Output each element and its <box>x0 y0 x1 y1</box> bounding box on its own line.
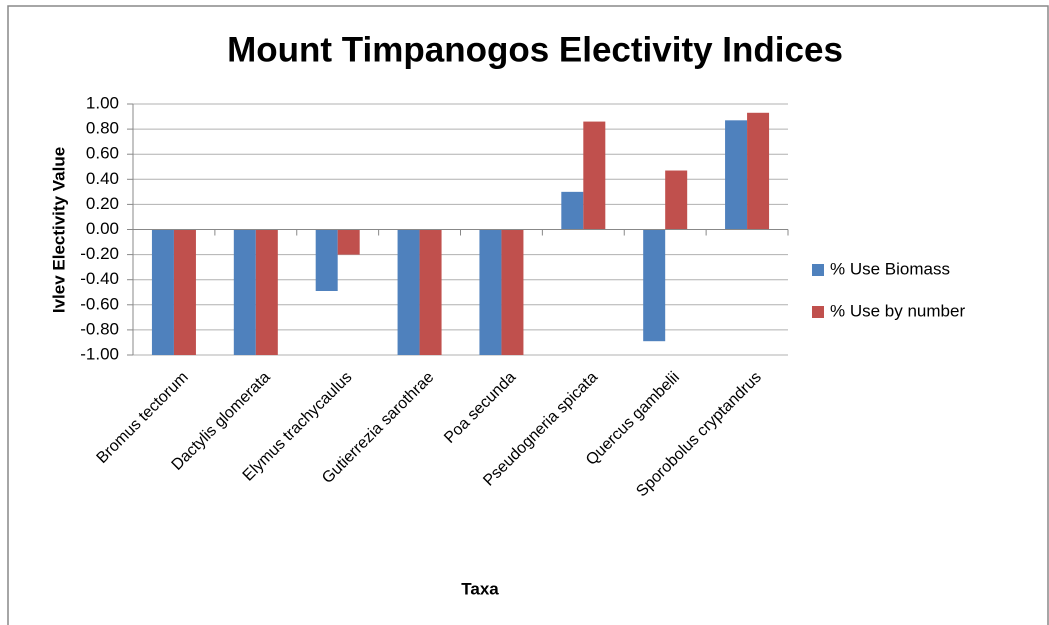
y-tick-label: 0.40 <box>86 169 119 188</box>
bar <box>665 170 688 230</box>
bar <box>151 229 174 355</box>
y-tick-label: 1.00 <box>86 93 119 112</box>
y-tick-label: 0.20 <box>86 194 119 213</box>
legend-label: % Use Biomass <box>830 259 950 278</box>
bar <box>501 229 524 355</box>
legend-swatch <box>812 264 824 276</box>
bar <box>233 229 256 355</box>
y-tick-label: -0.20 <box>80 244 119 263</box>
chart-title: Mount Timpanogos Electivity Indices <box>227 30 843 69</box>
y-tick-label: -0.60 <box>80 294 119 313</box>
legend-label: % Use by number <box>830 301 965 320</box>
y-axis-label: Ivlev Electivity Value <box>49 147 68 313</box>
bar <box>643 229 666 342</box>
bar <box>419 229 442 355</box>
x-tick-label: Poa secunda <box>441 369 519 447</box>
y-tick-label: -0.80 <box>80 319 119 338</box>
bar <box>583 121 606 230</box>
y-tick-label: -0.40 <box>80 269 119 288</box>
bar <box>315 229 338 291</box>
bar <box>337 229 360 255</box>
legend-swatch <box>812 306 824 318</box>
x-axis-label: Taxa <box>461 579 499 598</box>
bar <box>479 229 502 355</box>
y-tick-label: -1.00 <box>80 344 119 363</box>
y-tick-label: 0.80 <box>86 119 119 138</box>
bar <box>725 120 748 230</box>
bar <box>397 229 420 355</box>
y-tick-label: 0.00 <box>86 219 119 238</box>
bar <box>173 229 196 355</box>
bar <box>747 112 770 230</box>
bar <box>255 229 278 355</box>
chart-frame <box>7 5 1049 625</box>
y-tick-label: 0.60 <box>86 144 119 163</box>
bar <box>561 191 584 230</box>
